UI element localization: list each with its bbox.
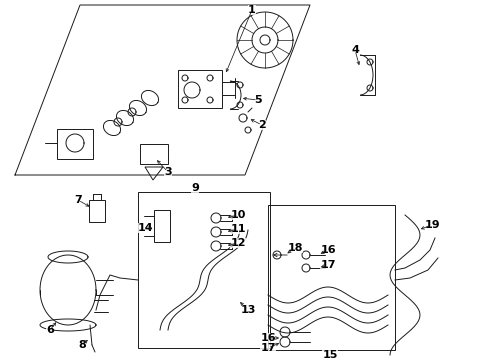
Bar [57,129,93,159]
Text: 15: 15 [322,350,338,360]
Text: 12: 12 [230,238,246,248]
Polygon shape [48,251,88,263]
Bar [178,70,222,108]
Text: 19: 19 [424,220,440,230]
Text: 7: 7 [74,195,82,205]
Text: 8: 8 [78,340,86,350]
Text: 6: 6 [46,325,54,335]
Bar [138,192,270,348]
Bar [140,144,168,164]
Text: 10: 10 [230,210,245,220]
Text: 16: 16 [320,245,336,255]
Polygon shape [145,167,163,180]
Bar [268,205,395,350]
Bar [89,200,105,222]
Polygon shape [40,255,96,325]
Bar [154,210,170,242]
Text: 11: 11 [230,224,246,234]
Text: 3: 3 [164,167,172,177]
Text: 14: 14 [137,223,153,233]
Text: 13: 13 [240,305,256,315]
Text: 4: 4 [351,45,359,55]
Text: 17: 17 [260,343,276,353]
Text: 2: 2 [258,120,266,130]
Text: 1: 1 [248,5,256,15]
Text: 18: 18 [287,243,303,253]
Text: 17: 17 [320,260,336,270]
Text: 16: 16 [260,333,276,343]
Text: 5: 5 [254,95,262,105]
Text: 9: 9 [191,183,199,193]
